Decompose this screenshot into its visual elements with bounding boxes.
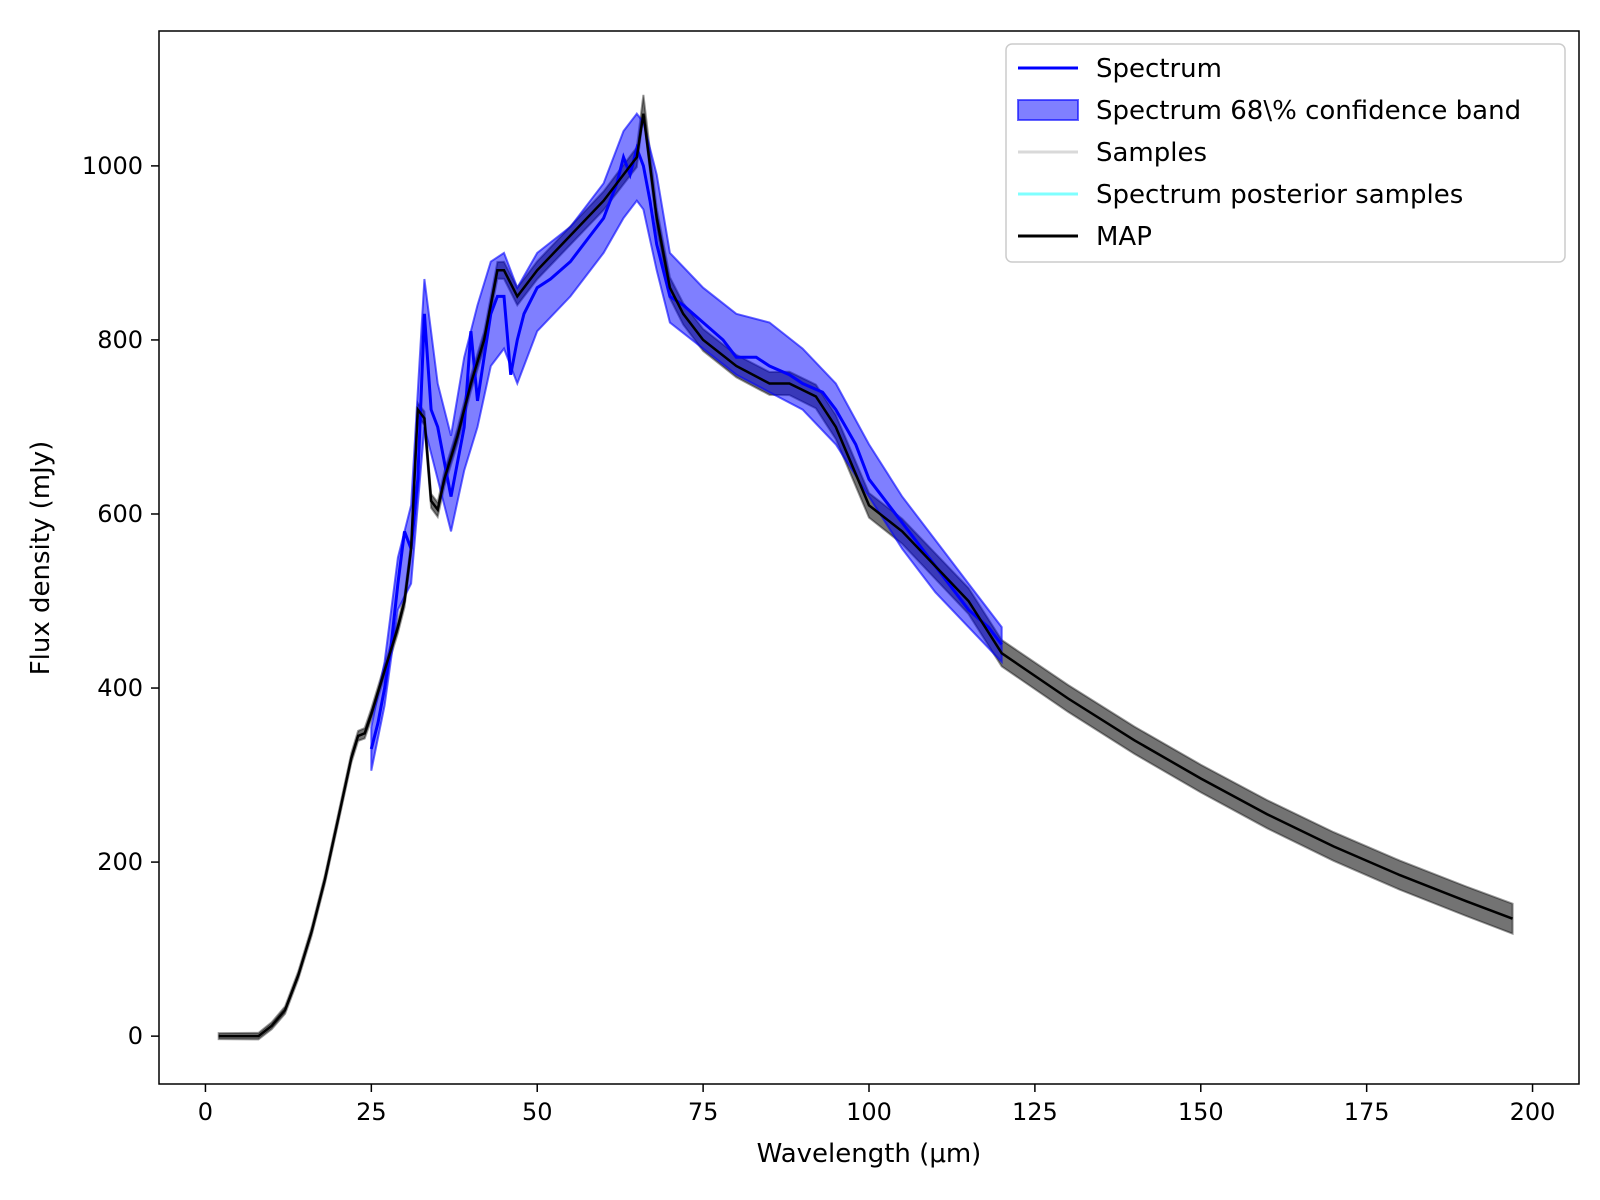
x-tick-label: 0 bbox=[198, 1098, 213, 1126]
x-tick-label: 75 bbox=[688, 1098, 719, 1126]
x-tick-label: 125 bbox=[1012, 1098, 1058, 1126]
y-tick-label: 600 bbox=[97, 500, 143, 528]
x-tick-label: 50 bbox=[522, 1098, 553, 1126]
plot-area bbox=[217, 94, 1514, 1041]
map-line bbox=[218, 113, 1514, 1038]
y-tick-label: 1000 bbox=[82, 152, 143, 180]
y-tick-label: 200 bbox=[97, 848, 143, 876]
y-tick-label: 0 bbox=[128, 1022, 143, 1050]
x-tick-label: 100 bbox=[846, 1098, 892, 1126]
legend-label: Spectrum 68\% confidence band bbox=[1096, 96, 1521, 126]
spectrum-line bbox=[369, 143, 1003, 750]
axis-ticks: 0 25 50 75 100 125 150 175 200 0 200 400 600 800 1000 bbox=[82, 152, 1556, 1126]
x-tick-label: 25 bbox=[356, 1098, 387, 1126]
legend-label: Spectrum bbox=[1096, 54, 1222, 84]
legend: Spectrum Spectrum 68\% confidence band Sam… bbox=[1005, 43, 1566, 263]
spectrum-confidence-band bbox=[370, 112, 1003, 771]
x-axis-label: Wavelength (μm) bbox=[757, 1139, 982, 1169]
legend-label: Samples bbox=[1096, 138, 1207, 168]
x-tick-label: 150 bbox=[1178, 1098, 1224, 1126]
y-axis-label: Flux density (mJy) bbox=[26, 441, 56, 676]
legend-swatch bbox=[1017, 99, 1079, 121]
y-tick-label: 400 bbox=[97, 674, 143, 702]
legend-label: MAP bbox=[1096, 222, 1152, 252]
y-tick-label: 800 bbox=[97, 326, 143, 354]
legend-box bbox=[1005, 43, 1566, 263]
x-tick-label: 175 bbox=[1344, 1098, 1390, 1126]
x-tick-label: 200 bbox=[1510, 1098, 1556, 1126]
legend-label: Spectrum posterior samples bbox=[1096, 180, 1463, 210]
